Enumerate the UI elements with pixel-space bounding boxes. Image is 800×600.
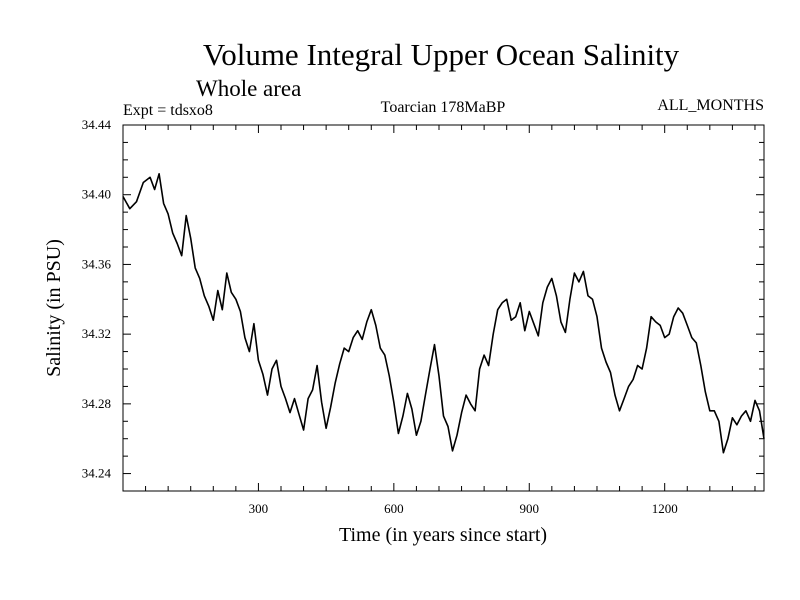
axis-ticks xyxy=(123,125,764,492)
period-label: Toarcian 178MaBP xyxy=(381,99,506,116)
plot-frame xyxy=(122,124,765,492)
x-tick-label: 900 xyxy=(520,501,540,516)
y-axis-label: Salinity (in PSU) xyxy=(43,239,65,377)
y-tick-label: 34.28 xyxy=(82,396,111,411)
y-tick-label: 34.44 xyxy=(82,117,112,132)
y-tick-label: 34.24 xyxy=(82,466,112,481)
experiment-label: Expt = tdsxo8 xyxy=(123,102,213,119)
x-tick-label: 300 xyxy=(249,501,269,516)
salinity-series-line xyxy=(122,173,765,454)
y-tick-label: 34.32 xyxy=(82,326,111,341)
x-tick-label: 600 xyxy=(384,501,404,516)
y-tick-label: 34.40 xyxy=(82,187,111,202)
tick-labels: 300 600 900 1200 34.24 34.28 34.32 34.36 34.40 34… xyxy=(82,117,678,516)
months-label: ALL_MONTHS xyxy=(657,97,764,114)
chart-subtitle: Whole area xyxy=(196,76,301,101)
chart-title: Volume Integral Upper Ocean Salinity xyxy=(203,37,680,72)
y-tick-label: 34.36 xyxy=(82,256,112,271)
x-tick-label: 1200 xyxy=(652,501,678,516)
x-axis-label: Time (in years since start) xyxy=(339,524,547,546)
